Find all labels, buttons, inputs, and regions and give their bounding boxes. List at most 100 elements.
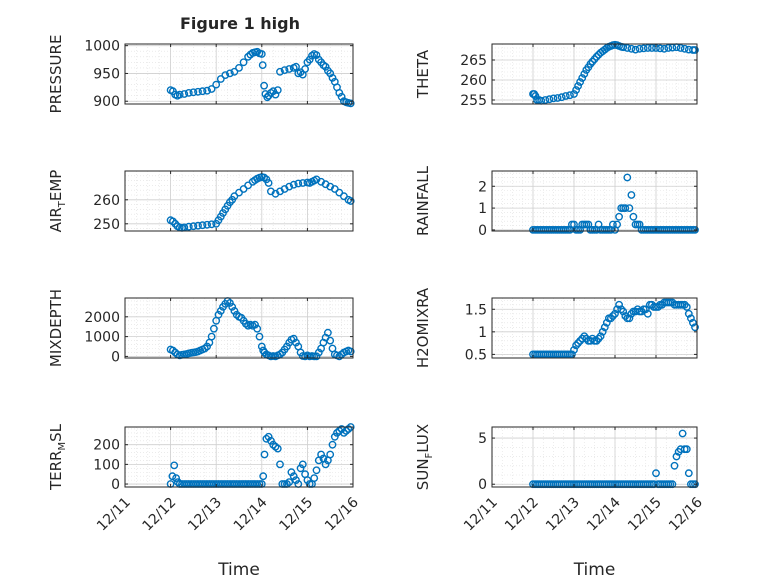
data-point <box>198 87 207 96</box>
subplot-2: 255 260 265 THETA <box>414 40 699 109</box>
y-tick-label: 260 <box>93 193 120 209</box>
data-point <box>672 452 681 461</box>
data-point <box>168 346 177 355</box>
data-point <box>207 332 216 341</box>
data-point <box>682 303 691 311</box>
data-point <box>652 469 660 478</box>
x-tick-label: 12/12 <box>502 495 542 535</box>
x-tick-label: 12/12 <box>140 495 180 535</box>
data-point <box>572 341 580 350</box>
axes-box <box>124 297 354 359</box>
data-point <box>676 44 685 52</box>
subplot-8: 0 5 SUNFLUX <box>414 424 699 493</box>
subplot-4: 0 1 2 RAINFALL <box>414 165 699 239</box>
data-point <box>635 44 644 53</box>
axes-box <box>491 426 698 488</box>
data-point <box>260 81 268 90</box>
data-point <box>682 445 691 454</box>
data-point <box>296 464 305 473</box>
data-point <box>627 309 636 318</box>
data-point <box>221 71 230 80</box>
data-point <box>574 82 582 90</box>
y-axis-label: THETA <box>414 49 432 99</box>
y-axis-label: PRESSURE <box>47 35 65 114</box>
data-point <box>168 472 177 481</box>
data-point <box>600 323 609 332</box>
data-point <box>680 300 689 309</box>
data-point <box>570 90 578 98</box>
data-point <box>643 44 652 52</box>
data-point <box>625 204 634 213</box>
y-axis-label: H2OMIXRA <box>414 287 432 368</box>
y-axis-label: RAINFALL <box>414 165 432 236</box>
data-point <box>230 67 239 76</box>
data-point <box>346 99 355 108</box>
data-point <box>580 70 589 78</box>
data-point <box>561 92 570 100</box>
data-point <box>627 44 636 53</box>
data-point <box>321 460 330 469</box>
data-point <box>317 450 325 459</box>
data-point <box>621 204 630 213</box>
data-point <box>580 332 589 341</box>
data-point <box>648 44 656 52</box>
data-point <box>627 191 636 199</box>
data-point <box>172 474 181 482</box>
axes-box <box>491 43 698 105</box>
data-point <box>598 327 607 336</box>
data-point <box>594 334 603 343</box>
y-tick-label: 255 <box>460 93 487 109</box>
x-tick-label: 12/13 <box>543 495 583 535</box>
data-point <box>592 52 601 61</box>
data-point <box>643 309 652 318</box>
x-tick-label: 12/13 <box>185 495 225 535</box>
data-point <box>305 55 314 64</box>
data-point <box>184 222 193 231</box>
data-point <box>623 44 632 52</box>
x-tick-label: 12/11 <box>94 495 134 535</box>
figure-title: Figure 1 high <box>180 14 300 33</box>
data-point <box>214 310 223 319</box>
y-tick-label: 100 <box>93 457 120 473</box>
axes-box <box>124 43 354 105</box>
axes-box <box>491 170 698 232</box>
data-point <box>266 436 275 445</box>
data-point <box>654 303 662 311</box>
x-tick-label: 12/15 <box>276 495 316 535</box>
y-tick-label: 2 <box>478 179 487 195</box>
data-point <box>251 320 259 329</box>
y-tick-label: 250 <box>93 217 120 233</box>
x-tick-label: 12/15 <box>625 495 665 535</box>
data-point <box>602 318 611 327</box>
y-tick-label: 900 <box>93 94 120 110</box>
y-tick-label: 1 <box>478 201 487 217</box>
data-point <box>592 336 601 345</box>
axes-box <box>124 170 354 232</box>
data-point <box>216 306 225 315</box>
data-point <box>629 212 638 221</box>
data-point <box>678 429 687 438</box>
data-point <box>684 469 693 478</box>
data-point <box>203 220 212 229</box>
data-point <box>617 305 626 314</box>
data-point <box>264 179 273 187</box>
data-point <box>239 58 248 67</box>
data-point <box>289 472 298 481</box>
data-point <box>576 78 584 86</box>
subplot-10: 12/11 12/12 12/13 12/14 12/15 12/16 Time <box>461 494 706 580</box>
x-axis-label: Time <box>217 560 260 580</box>
data-point <box>194 87 202 96</box>
y-tick-label: 950 <box>93 66 120 82</box>
data-point <box>200 344 209 353</box>
data-point <box>578 74 587 82</box>
data-point <box>664 44 673 52</box>
data-point <box>566 91 574 100</box>
data-point <box>310 352 319 361</box>
data-point <box>292 476 300 484</box>
data-point <box>189 222 198 231</box>
y-tick-label: 0 <box>478 477 487 493</box>
data-point <box>209 324 218 333</box>
data-point <box>335 89 344 97</box>
data-point <box>689 318 697 327</box>
